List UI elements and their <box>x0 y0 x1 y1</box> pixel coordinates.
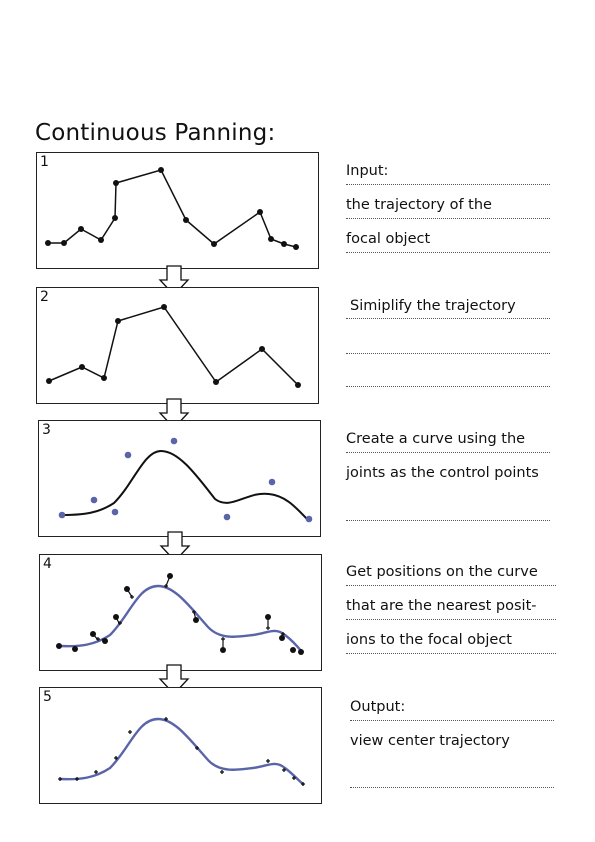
raw-trajectory-line <box>48 169 297 248</box>
step-1-line-1: Input: <box>346 163 550 185</box>
joint-point <box>213 379 219 385</box>
control-point <box>305 515 313 523</box>
trajectory-point <box>293 244 299 250</box>
raw-trajectory-points <box>45 167 299 250</box>
step-4-line-3: ions to the focal object <box>346 632 556 654</box>
trajectory-point <box>56 643 62 649</box>
control-point <box>223 513 231 521</box>
simplified-trajectory-points <box>46 304 301 388</box>
trajectory-point <box>281 241 287 247</box>
trajectory-point <box>72 646 78 652</box>
view-center-positions <box>58 717 305 786</box>
control-point <box>58 511 66 519</box>
diagram-title: Continuous Panning: <box>35 120 276 146</box>
step-2-number: 2 <box>40 289 49 305</box>
control-point <box>90 496 98 504</box>
step-1-panel: 1 <box>36 152 319 269</box>
trajectory-point <box>257 209 263 215</box>
control-point <box>268 478 276 486</box>
joint-point <box>295 382 301 388</box>
raw-trajectory-plot <box>45 167 299 250</box>
step-3-line-1: Create a curve using the <box>346 431 550 453</box>
step-1-number: 1 <box>40 154 49 170</box>
joint-point <box>259 346 265 352</box>
nearest-position-marks <box>96 584 285 641</box>
step-3-panel: 3 <box>38 420 321 537</box>
projection-lines <box>92 575 284 650</box>
trajectory-point <box>268 236 274 242</box>
trajectory-point <box>158 167 164 173</box>
trajectory-point <box>211 241 217 247</box>
fitted-curve <box>59 584 303 653</box>
trajectory-point <box>113 180 119 186</box>
step-5-line-1: Output: <box>350 699 554 721</box>
step-1-line-2: the trajectory of the <box>346 197 550 219</box>
joint-point <box>101 375 107 381</box>
step-5-line-3 <box>350 766 554 788</box>
trajectory-point <box>290 647 296 653</box>
trajectory-point <box>298 649 304 655</box>
step-5-number: 5 <box>43 689 52 705</box>
trajectory-point <box>183 217 189 223</box>
trajectory-point <box>112 215 118 221</box>
nearest-positions-plot <box>56 573 304 655</box>
step-5-panel: 5 <box>39 687 322 804</box>
trajectory-point <box>78 226 84 232</box>
down-arrow-icon <box>158 664 190 695</box>
step-4-line-2: that are the nearest posit- <box>346 598 556 620</box>
smooth-curve <box>61 449 308 520</box>
step-3-number: 3 <box>42 422 51 438</box>
trajectory-point <box>61 240 67 246</box>
step-2-panel: 2 <box>36 287 319 404</box>
control-point <box>111 508 119 516</box>
step-4-panel: 4 <box>39 554 322 671</box>
output-trajectory-plot <box>58 717 305 786</box>
control-point <box>124 451 132 459</box>
simplified-trajectory-plot <box>46 304 301 388</box>
trajectory-point <box>98 237 104 243</box>
down-arrow-icon <box>159 531 191 562</box>
step-1-line-3: focal object <box>346 231 550 253</box>
control-point <box>170 437 178 445</box>
step-3-line-3 <box>346 499 550 521</box>
joint-point <box>115 318 121 324</box>
step-3-line-2: joints as the control points <box>346 465 539 481</box>
joint-point <box>161 304 167 310</box>
view-center-curve <box>59 717 305 786</box>
step-4-number: 4 <box>43 556 52 572</box>
step-2-line-3 <box>346 365 550 387</box>
curve-plot <box>58 437 313 523</box>
step-2-line-1: Simiplify the trajectory <box>346 298 550 319</box>
step-2-line-2 <box>346 332 550 354</box>
joint-point <box>46 378 52 384</box>
step-4-line-1: Get positions on the curve <box>346 564 556 586</box>
simplified-trajectory-line <box>48 306 299 386</box>
control-points <box>58 437 313 523</box>
joint-point <box>79 364 85 370</box>
step-5-line-2: view center trajectory <box>350 733 510 749</box>
trajectory-point <box>45 240 51 246</box>
